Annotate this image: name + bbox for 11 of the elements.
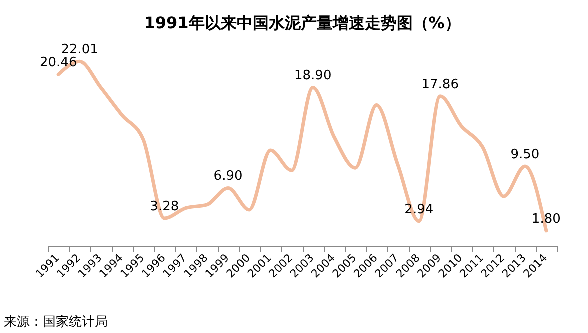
data-label: 2.94 (404, 202, 434, 218)
source-note: 来源：国家统计局 (4, 314, 108, 331)
data-label: 17.86 (422, 77, 459, 92)
data-label: 6.90 (214, 169, 243, 184)
data-label: 22.01 (61, 42, 98, 58)
data-label: 18.90 (294, 68, 332, 84)
data-label: 9.50 (510, 147, 540, 162)
data-label: 20.46 (40, 56, 78, 71)
data-label: 3.28 (150, 200, 180, 215)
chart-title: 1991年以来中国水泥产量增速走势图（%） (144, 14, 461, 33)
data-label: 1.80 (532, 212, 561, 227)
